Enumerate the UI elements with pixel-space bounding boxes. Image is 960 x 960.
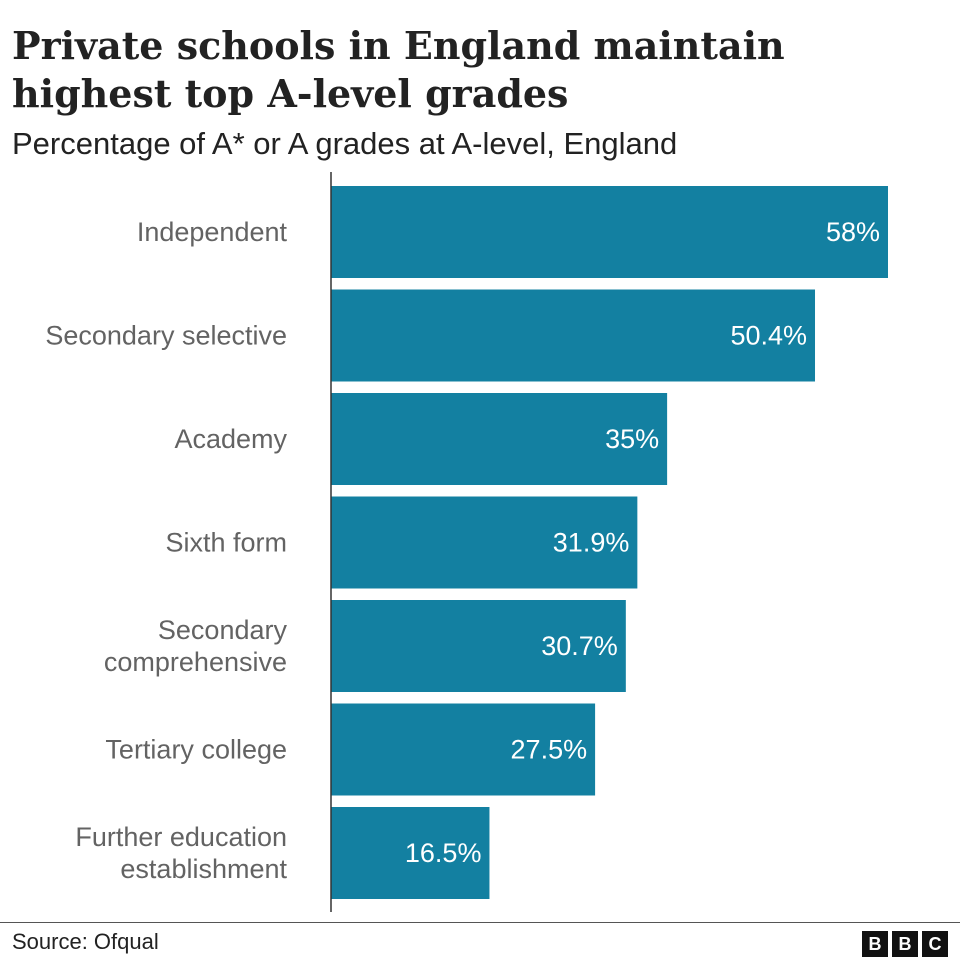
category-label: Sixth form: [165, 528, 287, 558]
bbc-logo-block: B: [862, 931, 888, 957]
bar-chart: 58% Independent 50.4% Secondary selective 35…: [45, 172, 888, 912]
category-label: Secondary selective: [45, 321, 287, 351]
bar-value-label: 50.4%: [730, 321, 807, 351]
bar-value-label: 16.5%: [405, 838, 482, 868]
chart-title: Private schools in England maintain high…: [12, 23, 785, 116]
bbc-logo: B B C: [862, 931, 948, 957]
footer-divider: [0, 922, 960, 923]
chart-subtitle: Percentage of A* or A grades at A-level,…: [12, 126, 678, 161]
bar-value-label: 58%: [826, 217, 880, 247]
bbc-logo-block: B: [892, 931, 918, 957]
bar: [331, 289, 816, 382]
bbc-logo-block: C: [922, 931, 948, 957]
bar: [331, 186, 888, 278]
category-label: Tertiary college: [105, 735, 287, 765]
bar: [331, 807, 490, 899]
bar: [331, 703, 596, 796]
bar: [331, 393, 668, 485]
bar: [331, 496, 638, 589]
category-label: Secondary comprehensive: [104, 615, 288, 677]
bar-value-label: 35%: [605, 424, 659, 454]
source-note: Source: Ofqual: [12, 929, 159, 954]
category-label: Further education establishment: [75, 822, 287, 884]
bar-value-label: 30.7%: [541, 631, 618, 661]
bar-value-label: 31.9%: [553, 528, 630, 558]
bar-value-label: 27.5%: [511, 735, 588, 765]
bar: [331, 600, 626, 692]
category-label: Independent: [137, 217, 288, 247]
category-label: Academy: [174, 424, 287, 454]
